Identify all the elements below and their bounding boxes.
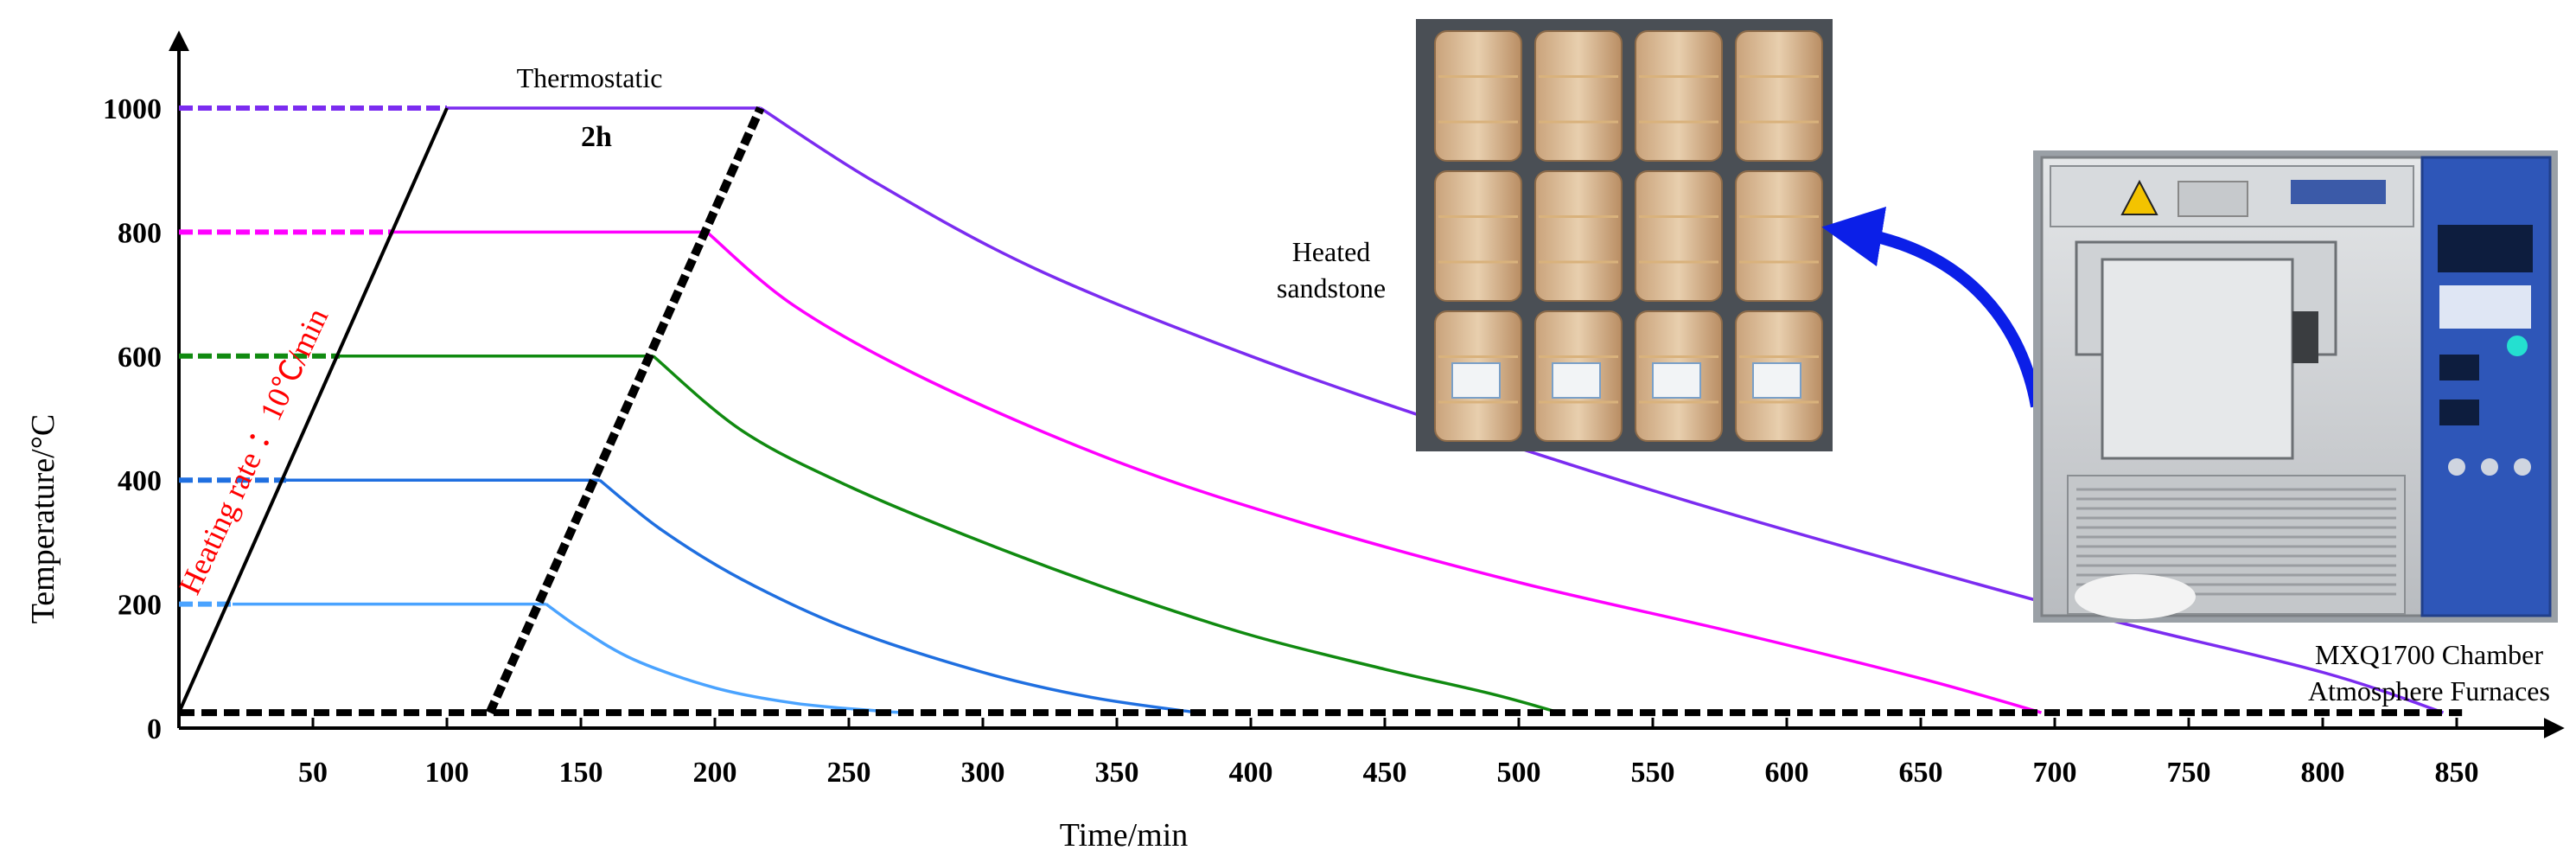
sandstone-core (1735, 30, 1823, 162)
furnace-label-line2: Atmosphere Furnaces (2308, 675, 2550, 706)
y-tick-label: 0 (147, 713, 162, 745)
y-tick-label: 600 (118, 342, 162, 374)
series-400-cooling (598, 478, 1198, 714)
series-200-cooling (545, 603, 903, 714)
core-tag (1552, 362, 1601, 399)
sandstone-label-line1: Heated (1292, 236, 1371, 267)
y-tick-label: 400 (118, 465, 162, 497)
x-tick-label: 700 (2033, 757, 2077, 789)
hold-end-line (486, 105, 765, 715)
x-tick-label: 850 (2435, 757, 2479, 789)
x-tick-label: 550 (1631, 757, 1675, 789)
x-tick-label: 500 (1497, 757, 1541, 789)
sandstone-photo (1416, 19, 1833, 451)
axes (169, 30, 2565, 738)
x-axis-title: Time/min (1060, 817, 1189, 853)
x-tick-label: 450 (1363, 757, 1407, 789)
series-800-cooling (705, 231, 2042, 714)
x-tick-label: 650 (1899, 757, 1943, 789)
sandstone-core (1434, 30, 1522, 162)
x-tick-label: 100 (425, 757, 469, 789)
x-tick-label: 400 (1229, 757, 1273, 789)
heating-rate-label: Heating rate ：10℃/min (172, 303, 335, 599)
x-tick-label: 350 (1095, 757, 1139, 789)
x-tick-label: 300 (961, 757, 1005, 789)
y-tick-label: 1000 (103, 93, 162, 125)
y-tick-label: 800 (118, 217, 162, 249)
sandstone-core (1434, 170, 1522, 302)
x-tick-label: 800 (2301, 757, 2345, 789)
y-tick-labels: 0 200 400 600 800 1000 (103, 93, 189, 745)
x-tick-label: 50 (298, 757, 328, 789)
x-tick-label: 200 (693, 757, 737, 789)
heating-ramp-line (177, 107, 449, 713)
transfer-arrow (1821, 206, 2043, 408)
furnace-photo (2033, 150, 2558, 623)
x-tick-label: 250 (827, 757, 871, 789)
y-tick-label: 200 (118, 590, 162, 622)
core-tag (1451, 362, 1501, 399)
hold-duration-label: 2h (581, 121, 612, 153)
thermostatic-label: Thermostatic (517, 62, 663, 93)
x-tick-label: 750 (2167, 757, 2211, 789)
y-axis-title: Temperature/°C (25, 414, 61, 624)
core-tag (1652, 362, 1701, 399)
x-tick-label: 150 (559, 757, 603, 789)
series-1000-cooling (759, 106, 2445, 714)
sandstone-core (1635, 170, 1723, 302)
x-tick-labels: 50 100 150 200 250 300 350 400 450 500 550 600 650 70… (298, 718, 2479, 789)
sandstone-core (1534, 30, 1623, 162)
sandstone-core (1534, 170, 1623, 302)
sandstone-core (1635, 30, 1723, 162)
plot-area (177, 105, 2463, 717)
series-600-cooling (652, 355, 1559, 714)
core-tag (1752, 362, 1801, 399)
furnace-label-line1: MXQ1700 Chamber (2315, 639, 2543, 670)
sandstone-core (1735, 170, 1823, 302)
sandstone-label-line2: sandstone (1277, 272, 1386, 304)
x-tick-label: 600 (1765, 757, 1809, 789)
